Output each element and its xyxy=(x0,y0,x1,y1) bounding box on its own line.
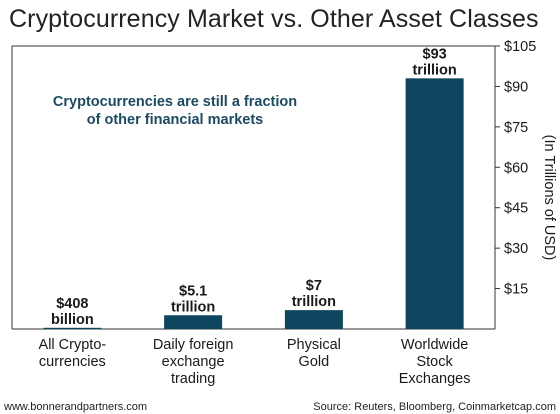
chart-annotation: of other financial markets xyxy=(87,112,263,128)
x-category-label: Exchanges xyxy=(399,371,471,387)
bar xyxy=(164,315,223,329)
footer-website: www.bonnerandpartners.com xyxy=(3,401,147,413)
y-tick-label: $90 xyxy=(504,79,528,95)
bar-data-label: $5.1 xyxy=(179,283,207,299)
y-axis-label: (In Trillions of USD) xyxy=(541,135,557,261)
y-tick-label: $60 xyxy=(504,160,528,176)
x-category-label: Worldwide xyxy=(401,337,468,353)
chart-annotation: Cryptocurrencies are still a fraction xyxy=(53,94,297,110)
bar-data-label: trillion xyxy=(171,299,215,315)
y-tick-label: $45 xyxy=(504,201,528,217)
footer-source: Source: Reuters, Bloomberg, Coinmarketca… xyxy=(313,401,556,413)
bar-data-label: $7 xyxy=(306,278,322,294)
chart-title: Cryptocurrency Market vs. Other Asset Cl… xyxy=(9,5,539,33)
bar xyxy=(43,327,102,329)
x-category-label: currencies xyxy=(39,354,106,370)
y-tick-label: $15 xyxy=(504,282,528,298)
x-category-label: All Crypto- xyxy=(39,337,107,353)
y-tick-label: $30 xyxy=(504,241,528,257)
x-category-label: Gold xyxy=(299,354,330,370)
bar-data-label: trillion xyxy=(412,62,456,78)
bar-data-label: trillion xyxy=(292,294,336,310)
y-tick-label: $75 xyxy=(504,120,528,136)
x-category-label: exchange xyxy=(162,354,225,370)
bar-data-label: $408 xyxy=(56,296,88,312)
bar xyxy=(284,310,343,329)
y-tick-label: $105 xyxy=(504,39,536,55)
x-category-label: Physical xyxy=(287,337,341,353)
bar-data-label: billion xyxy=(51,312,94,328)
x-category-label: trading xyxy=(171,371,215,387)
bar-data-label: $93 xyxy=(423,46,447,62)
x-category-label: Stock xyxy=(416,354,453,370)
x-category-label: Daily foreign xyxy=(153,337,234,353)
bar xyxy=(405,78,464,329)
